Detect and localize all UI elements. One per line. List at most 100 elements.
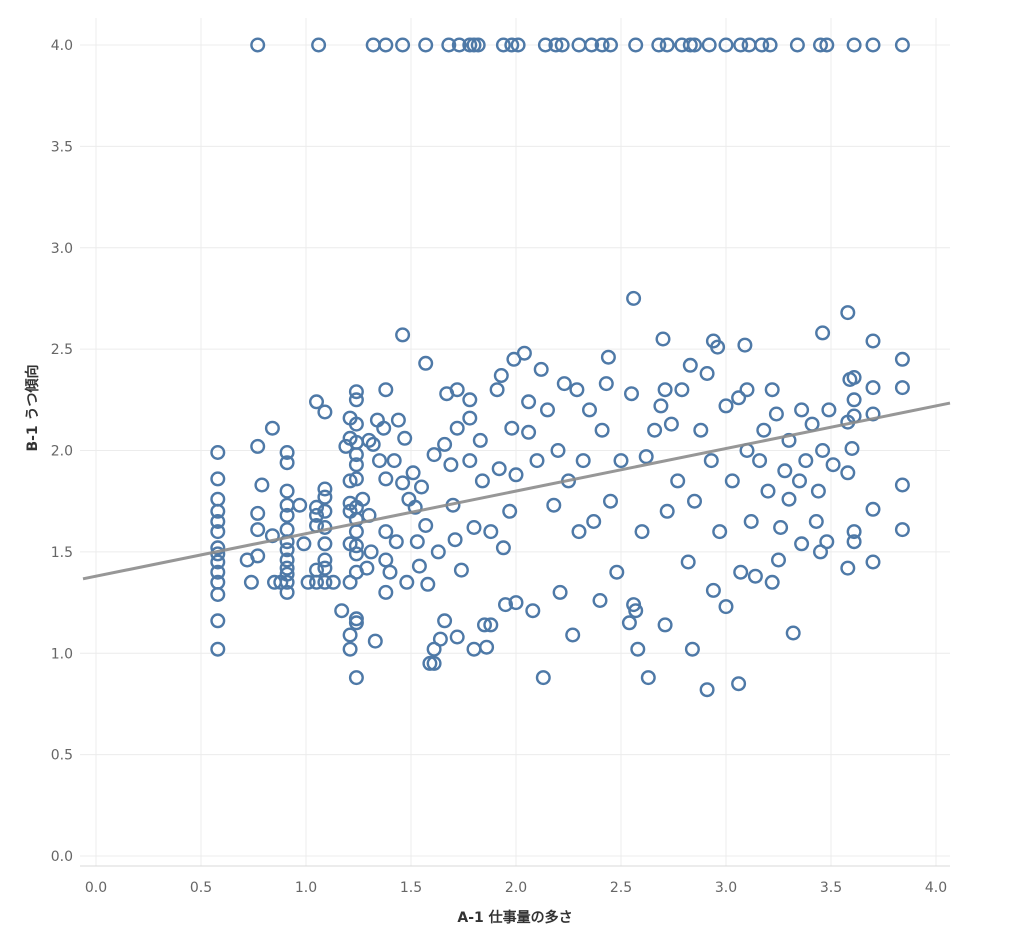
data-point [386, 453, 402, 469]
data-point [462, 453, 478, 469]
data-point [317, 404, 333, 420]
data-point [390, 412, 406, 428]
data-point [309, 507, 325, 523]
data-point [437, 436, 453, 452]
data-point [493, 368, 509, 384]
data-point [670, 473, 686, 489]
data-point [680, 554, 696, 570]
data-point [317, 489, 333, 505]
data-point [582, 402, 598, 418]
data-point [731, 676, 747, 692]
data-point [840, 305, 856, 321]
data-point [846, 392, 862, 408]
data-point [655, 331, 671, 347]
data-point [418, 518, 434, 534]
data-point [348, 670, 364, 686]
data-point [819, 534, 835, 550]
data-point [743, 514, 759, 530]
data-point [598, 376, 614, 392]
data-point [430, 544, 446, 560]
data-point [840, 560, 856, 576]
data-point [516, 345, 532, 361]
data-point [250, 522, 266, 538]
data-point [348, 524, 364, 540]
data-point [472, 432, 488, 448]
x-tick-label: 1.5 [400, 880, 422, 896]
data-point [279, 560, 295, 576]
data-point [569, 382, 585, 398]
data-point [718, 398, 734, 414]
data-point [603, 493, 619, 509]
data-point [571, 524, 587, 540]
data-point [210, 564, 226, 580]
data-point [813, 37, 829, 53]
data-point [382, 564, 398, 580]
data-point [724, 473, 740, 489]
data-point [533, 361, 549, 377]
data-point [342, 627, 358, 643]
data-point [250, 548, 266, 564]
data-point [771, 552, 787, 568]
data-point [453, 562, 469, 578]
data-point [846, 37, 862, 53]
data-point [443, 457, 459, 473]
y-axis-ticks: 0.0 0.5 1.0 1.5 2.0 2.5 3.0 3.5 4.0 [51, 38, 73, 865]
data-point [250, 37, 266, 53]
data-point [754, 37, 770, 53]
data-point [309, 499, 325, 515]
data-point [395, 327, 411, 343]
data-point [825, 457, 841, 473]
data-point [840, 465, 856, 481]
data-point [510, 37, 526, 53]
data-point [502, 503, 518, 519]
data-point [491, 461, 507, 477]
data-point [548, 37, 564, 53]
data-point [483, 524, 499, 540]
data-point [489, 382, 505, 398]
data-point [699, 682, 715, 698]
data-point [718, 599, 734, 615]
data-point [846, 370, 862, 386]
data-point [441, 37, 457, 53]
data-points [210, 37, 910, 698]
data-point [657, 617, 673, 633]
data-point [894, 351, 910, 367]
data-point [821, 402, 837, 418]
data-point [279, 584, 295, 600]
data-point [334, 603, 350, 619]
data-point [659, 503, 675, 519]
data-point [550, 443, 566, 459]
data-point [365, 436, 381, 452]
data-point [737, 337, 753, 353]
data-point [348, 416, 364, 432]
data-point [309, 394, 325, 410]
data-point [279, 574, 295, 590]
data-point [682, 37, 698, 53]
data-point [495, 37, 511, 53]
data-point [418, 355, 434, 371]
data-point [865, 333, 881, 349]
data-point [395, 37, 411, 53]
data-point [621, 615, 637, 631]
data-point [762, 37, 778, 53]
data-point [747, 568, 763, 584]
trend-line [82, 401, 951, 581]
data-point [701, 37, 717, 53]
data-point [540, 402, 556, 418]
data-point [449, 420, 465, 436]
data-point [210, 514, 226, 530]
data-point [789, 37, 805, 53]
data-point [279, 522, 295, 538]
data-point [628, 603, 644, 619]
data-point [348, 384, 364, 400]
data-point [733, 37, 749, 53]
data-point [395, 475, 411, 491]
data-point [378, 382, 394, 398]
data-point [447, 532, 463, 548]
data-point [449, 382, 465, 398]
data-point [348, 392, 364, 408]
x-axis-ticks: 0.0 0.5 1.0 1.5 2.0 2.5 3.0 3.5 4.0 [85, 880, 947, 896]
data-point [264, 528, 280, 544]
data-point [529, 453, 545, 469]
data-point [705, 582, 721, 598]
